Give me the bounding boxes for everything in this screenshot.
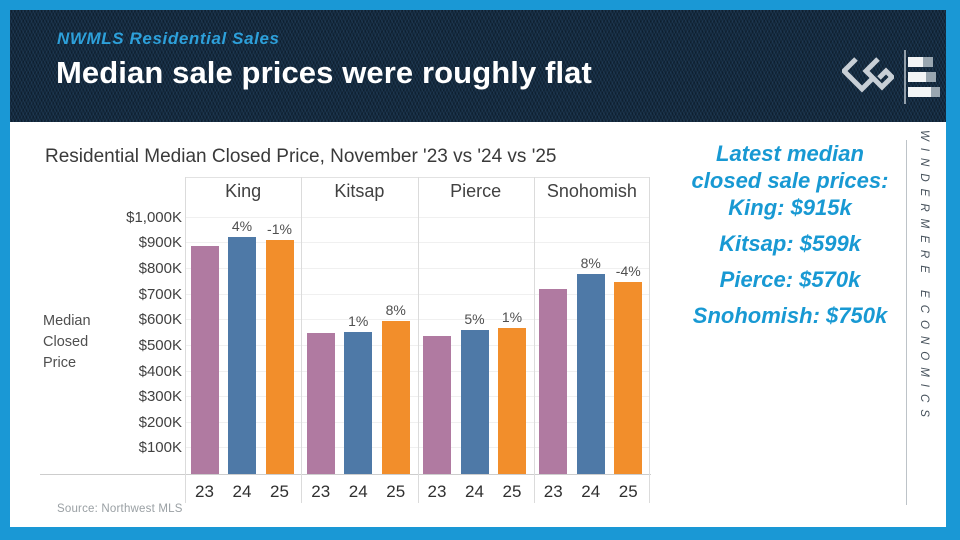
column-header-king: King <box>225 181 262 201</box>
x-tick-label: 25 <box>270 482 289 501</box>
pct-change-label: 8% <box>580 254 601 271</box>
column-separator <box>185 177 186 503</box>
x-tick-label: 25 <box>502 482 522 501</box>
x-tick-label: 24 <box>348 482 368 501</box>
y-tick-label: $900K <box>138 234 182 252</box>
pct-change-label: 8% <box>385 301 406 318</box>
y-tick-label: $800K <box>138 260 182 278</box>
column-separator <box>533 177 535 503</box>
x-tick-label: 24 <box>232 482 252 501</box>
y-tick-label: $200K <box>138 413 182 431</box>
bar-snohomish-25 <box>614 281 643 474</box>
y-tick-label: $700K <box>138 285 182 303</box>
y-tick-label: $300K <box>138 388 182 406</box>
economics-bars-icon <box>904 50 940 104</box>
bar-snohomish-23 <box>539 288 568 474</box>
x-tick-label: 25 <box>618 482 638 501</box>
column-separator <box>417 177 419 503</box>
header-bar: NWMLS Residential Sales Median sale pric… <box>10 10 946 122</box>
y-axis-title: Median Closed Price <box>43 313 91 371</box>
chart-title: Residential Median Closed Price, Novembe… <box>45 146 557 167</box>
y-tick-label: $1,000K <box>126 208 182 226</box>
column-separator <box>301 177 303 503</box>
brand-logos <box>842 50 940 104</box>
price-line: Kitsap: $599k <box>719 231 861 256</box>
x-tick-label: 23 <box>195 482 214 501</box>
bar-kitsap-25 <box>381 320 410 474</box>
bar-pierce-23 <box>423 336 451 474</box>
column-header-kitsap: Kitsap <box>334 181 385 201</box>
bar-pierce-25 <box>498 327 526 474</box>
x-tick-label: 23 <box>427 482 447 501</box>
bar-kitsap-24 <box>344 331 373 474</box>
bar-king-23 <box>190 246 219 474</box>
column-header-snohomish: Snohomish <box>546 181 637 201</box>
pct-change-label: 1% <box>348 312 369 329</box>
x-tick-label: 25 <box>386 482 406 501</box>
x-tick-label: 24 <box>581 482 601 501</box>
bar-kitsap-23 <box>306 333 335 474</box>
axis-baseline <box>40 474 651 475</box>
pct-change-label: -4% <box>615 262 641 279</box>
vertical-brand-text: WINDERMERE ECONOMICS <box>918 130 930 424</box>
pct-change-label: 4% <box>231 218 253 235</box>
pct-change-label: 1% <box>501 308 523 325</box>
header-kicker: NWMLS Residential Sales <box>57 29 280 48</box>
y-tick-label: $100K <box>138 439 182 457</box>
column-separator <box>649 177 650 503</box>
price-line: Pierce: $570k <box>719 267 861 292</box>
latest-prices-heading: Latest median closed sale prices: King: … <box>691 141 889 220</box>
pct-change-label: -1% <box>267 220 292 237</box>
bar-king-24 <box>228 237 256 474</box>
x-tick-label: 24 <box>465 482 484 501</box>
bars-icon-axis <box>904 50 906 104</box>
column-header-pierce: Pierce <box>450 181 502 201</box>
plot-area: King 23 4% 24 -1% 25 Kitsap 23 1% 24 8% 25 Pierce 23 5… <box>185 177 650 503</box>
bar-snohomish-24 <box>576 273 605 474</box>
panel-divider <box>906 140 907 505</box>
windermere-w-icon <box>842 57 894 93</box>
price-line: Snohomish: $750k <box>692 303 888 328</box>
latest-prices-panel: Latest median closed sale prices: King: … <box>668 140 912 329</box>
content-card: Residential Median Closed Price, Novembe… <box>10 122 946 527</box>
bar-king-25 <box>265 239 294 474</box>
x-tick-label: 23 <box>543 482 563 501</box>
page-title: Median sale prices were roughly flat <box>56 55 592 90</box>
y-tick-label: $500K <box>138 336 182 354</box>
source-note: Source: Northwest MLS <box>57 503 183 515</box>
bar-pierce-24 <box>460 329 489 474</box>
x-tick-label: 23 <box>311 482 331 501</box>
pct-change-label: 5% <box>464 310 485 327</box>
y-tick-label: $600K <box>138 311 182 329</box>
y-tick-label: $400K <box>138 362 182 380</box>
